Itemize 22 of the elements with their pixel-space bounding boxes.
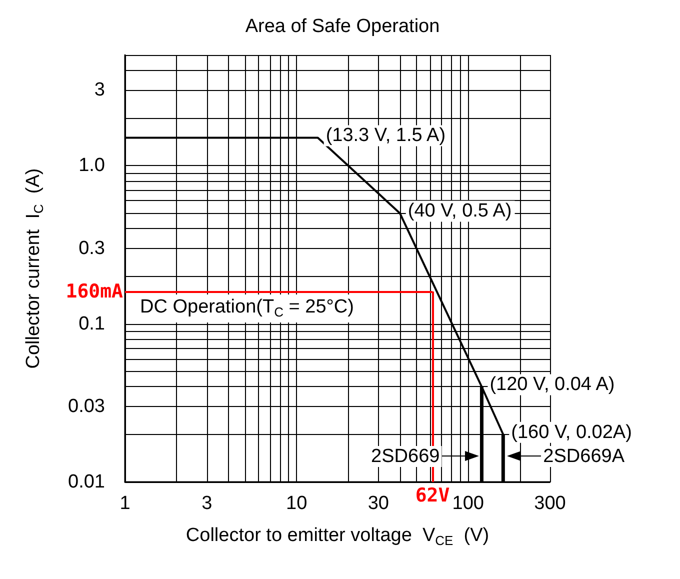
x-tick-label: 300 — [534, 493, 566, 514]
ref-line-label: 62V — [415, 484, 450, 506]
y-tick-label: 0.1 — [78, 313, 105, 334]
x-tick-label: 3 — [202, 493, 212, 514]
x-tick-label: 100 — [452, 493, 484, 514]
y-tick-label: 3 — [94, 80, 105, 101]
x-tick-label: 10 — [286, 493, 308, 514]
y-axis-title: Collector current IC (A) — [23, 168, 46, 369]
y-tick-label: 0.3 — [78, 238, 105, 259]
annotation: (13.3 V, 1.5 A) — [326, 125, 446, 146]
chart-title: Area of Safe Operation — [245, 16, 440, 37]
y-tick-label: 0.03 — [68, 396, 105, 418]
annotation: 2SD669 — [371, 446, 440, 467]
annotation: (40 V, 0.5 A) — [408, 200, 512, 222]
y-tick-label: 0.01 — [68, 472, 105, 492]
annotation: (160 V, 0.02A) — [511, 422, 632, 443]
ref-line-label: 160mA — [66, 280, 124, 302]
x-tick-label: 30 — [368, 493, 389, 514]
y-tick-label: 1.0 — [78, 155, 105, 176]
annotation: 2SD669A — [543, 446, 625, 467]
annotation: (120 V, 0.04 A) — [490, 374, 615, 396]
x-tick-label: 1 — [120, 493, 130, 514]
